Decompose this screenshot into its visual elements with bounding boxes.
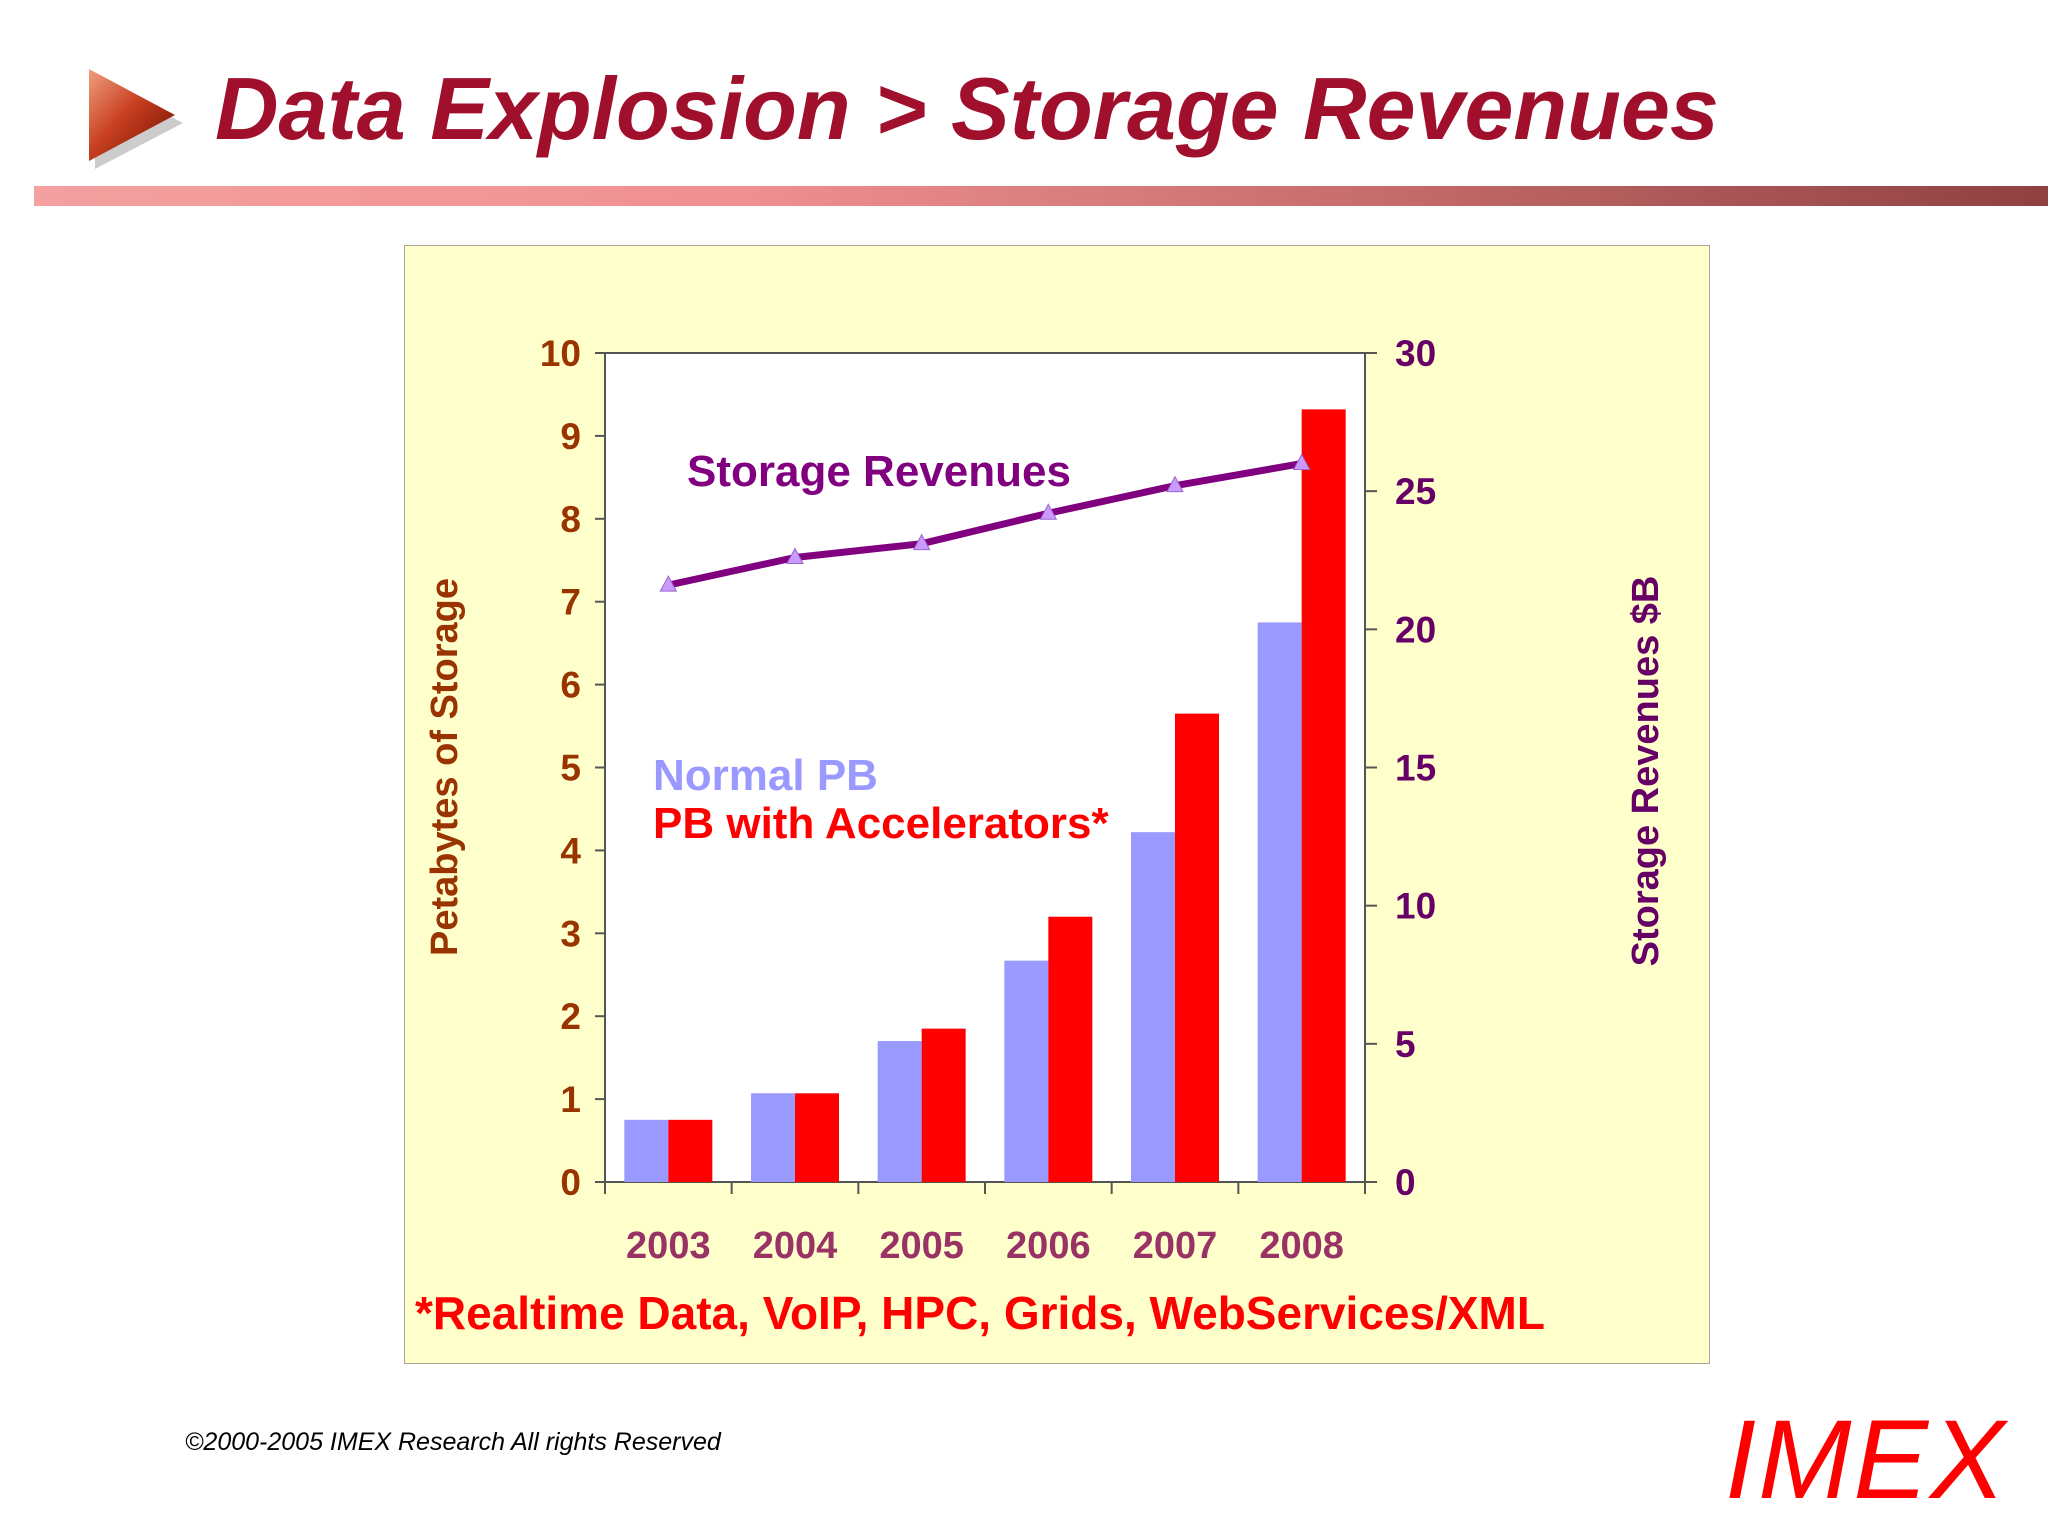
y-tick-label-5: 5	[560, 748, 581, 789]
y-tick-label-4: 4	[560, 830, 581, 871]
page-title: Data Explosion > Storage Revenues	[215, 59, 1719, 158]
x-tick-label-2007: 2007	[1133, 1225, 1218, 1267]
x-tick-label-2005: 2005	[879, 1225, 964, 1267]
normal-pb-bar-2006	[1004, 960, 1049, 1182]
y2-axis-label: Storage Revenues $B	[1625, 576, 1667, 967]
legend-normal-pb: Normal PB	[653, 751, 878, 800]
y2-tick-label-0: 0	[1395, 1162, 1416, 1203]
y-tick-label-3: 3	[560, 913, 581, 954]
y-tick-label-9: 9	[560, 416, 581, 457]
y2-tick-label-20: 20	[1395, 609, 1436, 650]
y-tick-label-2: 2	[560, 996, 581, 1037]
normal-pb-bar-2005	[877, 1041, 922, 1182]
accelerated-pb-bar-2006	[1048, 916, 1093, 1182]
storage-revenues-point-2005	[912, 533, 931, 551]
y-tick-label-7: 7	[560, 582, 581, 623]
chart-footnote: *Realtime Data, VoIP, HPC, Grids, WebSer…	[415, 1287, 1545, 1339]
storage-revenues-point-2006	[1039, 503, 1058, 520]
storage-revenues-point-2008	[1292, 453, 1311, 471]
title-divider	[34, 186, 2048, 206]
legend-storage-revenues: Storage Revenues	[687, 447, 1071, 496]
accelerated-pb-bar-2003	[668, 1119, 713, 1182]
accelerated-pb-bar-2005	[921, 1028, 966, 1182]
copyright-notice: ©2000-2005 IMEX Research All rights Rese…	[185, 1428, 721, 1456]
y2-tick-label-25: 25	[1395, 471, 1436, 512]
y2-tick-label-5: 5	[1395, 1024, 1416, 1065]
normal-pb-bar-2007	[1131, 832, 1175, 1182]
x-tick-label-2008: 2008	[1259, 1225, 1344, 1267]
x-tick-label-2006: 2006	[1006, 1225, 1091, 1267]
y2-tick-label-10: 10	[1395, 886, 1436, 927]
y-tick-label-1: 1	[560, 1079, 581, 1120]
normal-pb-bar-2008	[1257, 622, 1302, 1182]
chart-panel: 0 1 2 3 4 5 6 7 8 9 10 0 5 10 15 20 25 30 2003 2004 2005 20…	[404, 245, 1710, 1364]
imex-logo: IMEX	[1725, 1397, 2007, 1522]
storage-revenues-point-2007	[1166, 475, 1184, 493]
y2-tick-label-15: 15	[1395, 748, 1436, 789]
y-tick-label-10: 10	[540, 333, 581, 374]
x-tick-label-2004: 2004	[753, 1225, 838, 1267]
storage-revenues-point-2003	[659, 575, 678, 592]
x-tick-label-2003: 2003	[626, 1225, 711, 1267]
y-tick-label-6: 6	[560, 665, 581, 706]
storage-revenues-line	[667, 460, 1303, 589]
accelerated-pb-bar-2008	[1301, 409, 1346, 1182]
y-tick-label-8: 8	[560, 499, 581, 540]
y2-tick-label-30: 30	[1395, 333, 1436, 374]
storage-chart: 0 1 2 3 4 5 6 7 8 9 10 0 5 10 15 20 25 30 2003 2004 2005 20…	[424, 333, 1667, 1267]
normal-pb-bar-2004	[751, 1093, 795, 1182]
y-tick-label-0: 0	[560, 1162, 581, 1203]
accelerated-pb-bar-2004	[795, 1093, 839, 1182]
accelerated-pb-bar-2007	[1175, 713, 1219, 1182]
title-arrow-icon	[89, 69, 183, 169]
storage-revenues-point-2004	[786, 547, 804, 564]
legend-pb-accelerators: PB with Accelerators*	[653, 799, 1110, 848]
normal-pb-bar-2003	[624, 1119, 669, 1182]
y-axis-label: Petabytes of Storage	[424, 578, 466, 956]
